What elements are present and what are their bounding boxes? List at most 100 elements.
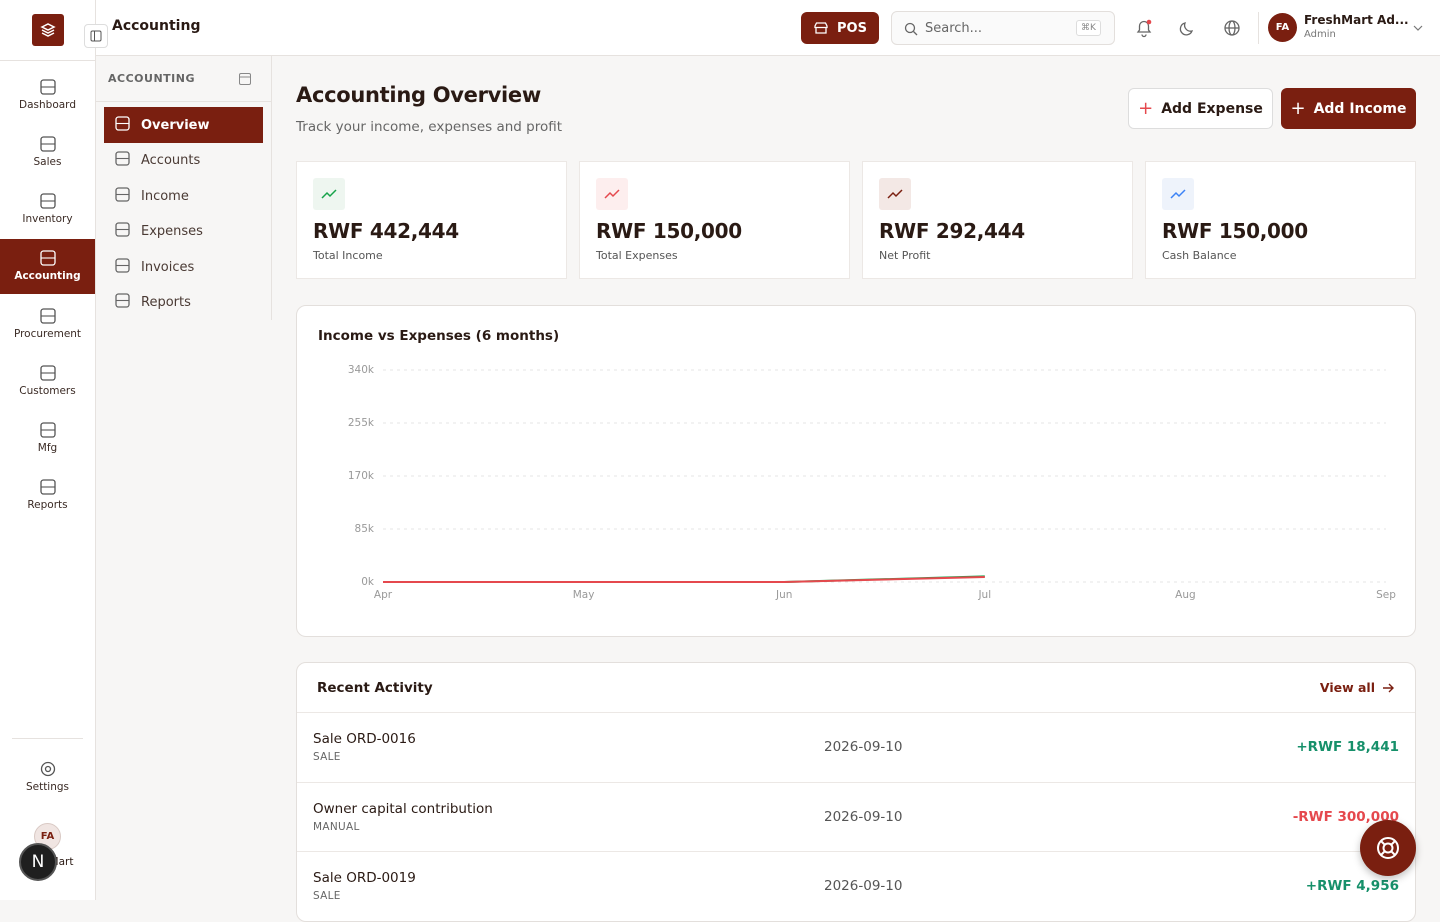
icon-glyph [39,250,56,266]
icon [114,292,131,313]
row-date: 2026-09-10 [824,808,903,825]
add-income[interactable]: + Add Income [1281,88,1416,129]
search-box[interactable]: Search... ⌘K [891,11,1115,45]
shortcut: ⌘K [1076,20,1101,36]
y-tick-label: 255k [348,417,375,429]
row-type: SALE [313,890,341,902]
subnav-item[interactable]: Accounts [104,143,263,179]
stat-glyph [887,189,903,199]
icon-glyph [115,293,130,308]
stat-icon [879,178,911,210]
y-tick-label: 340k [348,364,375,376]
pos-icon [814,22,828,34]
logo-icon [40,23,56,37]
subnav-item[interactable]: Income [104,178,263,214]
subnav-toggle[interactable] [238,72,252,86]
logo[interactable] [32,14,64,46]
subnav-item[interactable]: Expenses [104,214,263,250]
rail-item[interactable]: Reports [0,468,95,523]
stat-card: RWF 150,000 Total Expenses [579,161,850,279]
icon [114,221,131,242]
pos-button[interactable]: POS [801,12,879,44]
row-type: SALE [313,751,341,763]
activity-row[interactable]: Sale ORD-0019 SALE 2026-09-10 +RWF 4,956 [297,851,1415,921]
plus: + [1290,98,1306,119]
subnav-item[interactable]: Invoices [104,249,263,285]
icon [0,135,95,153]
icon [0,307,95,325]
y-tick-label: 85k [355,523,375,535]
stat-card: RWF 442,444 Total Income [296,161,567,279]
stat-icon [1162,178,1194,210]
icon-glyph [39,479,56,495]
rail-item[interactable]: Accounting [0,239,95,294]
rail-item[interactable]: Inventory [0,182,95,237]
view-all[interactable]: View all [1319,680,1375,695]
bell[interactable] [1134,18,1154,38]
stat-glyph [321,189,337,199]
help-icon [1377,837,1399,859]
icon [0,249,95,267]
x-tick-label: Jun [775,589,792,601]
user-name: FreshMart Ad... [1304,13,1409,27]
add-income-label: Add Income [1313,100,1407,117]
add-expense[interactable]: + Add Expense [1128,88,1273,129]
rail-item[interactable]: Customers [0,354,95,409]
collapse-toggle[interactable] [84,24,108,48]
add-expense-label: Add Expense [1161,100,1263,117]
divider [1258,12,1259,44]
activity-row[interactable]: Owner capital contribution MANUAL 2026-09-… [297,781,1415,852]
user-avatar[interactable]: FA [1268,13,1297,42]
subnav-heading: ACCOUNTING [108,72,195,85]
settings-icon [40,761,55,777]
stat-label: Net Profit [879,249,931,262]
stat-label: Cash Balance [1162,249,1237,262]
user-role: Admin [1304,29,1336,40]
search-icon [904,22,918,36]
language[interactable] [1222,18,1242,38]
icon-glyph [39,365,56,381]
icon [0,192,95,210]
plus: + [1138,98,1154,119]
user-menu[interactable] [1412,22,1424,34]
subnav-label: Income [141,188,189,204]
row-amount: +RWF 18,441 [1296,739,1399,755]
theme-toggle[interactable] [1178,18,1198,38]
icon-glyph [39,308,56,324]
row-name: Owner capital contribution [313,800,493,817]
subnav-item[interactable]: Overview [104,107,263,143]
help-button[interactable] [1360,820,1416,876]
row-amount: +RWF 4,956 [1305,878,1399,894]
stat-value: RWF 150,000 [596,219,742,243]
subnav-label: Expenses [141,224,203,239]
icon-glyph [115,115,130,131]
row-type: MANUAL [313,820,360,833]
dev-bubble[interactable]: N [19,843,57,881]
row-date: 2026-09-10 [824,878,903,894]
rail-item[interactable]: Dashboard [0,68,95,123]
rail-item[interactable]: Sales [0,125,95,180]
settings[interactable]: Settings [0,760,95,815]
subnav-item[interactable]: Reports [104,285,263,321]
row-name: Sale ORD-0016 [313,731,416,747]
page-subtitle: Track your income, expenses and profit [296,119,563,135]
rail-label: Dashboard [19,99,76,111]
divider [96,101,271,102]
stat-glyph [1170,189,1186,199]
rail-label: Sales [33,156,62,168]
rail-label: Customers [19,385,76,397]
x-tick-label: Jul [977,589,991,601]
icon [0,364,95,382]
activity-row[interactable]: Sale ORD-0016 SALE 2026-09-10 +RWF 18,441 [297,712,1415,782]
icon-glyph [39,136,56,152]
search-placeholder: Search... [925,21,983,36]
icon-glyph [115,222,130,237]
rail-item[interactable]: Mfg [0,411,95,466]
x-tick-label: Aug [1175,589,1196,601]
rail-item[interactable]: Procurement [0,297,95,352]
y-tick-label: 0k [361,576,375,588]
subnav-label: Reports [141,295,191,310]
subnav: ACCOUNTING Overview Accounts Income Expense… [96,56,272,320]
view-all-arrow [1383,683,1394,693]
